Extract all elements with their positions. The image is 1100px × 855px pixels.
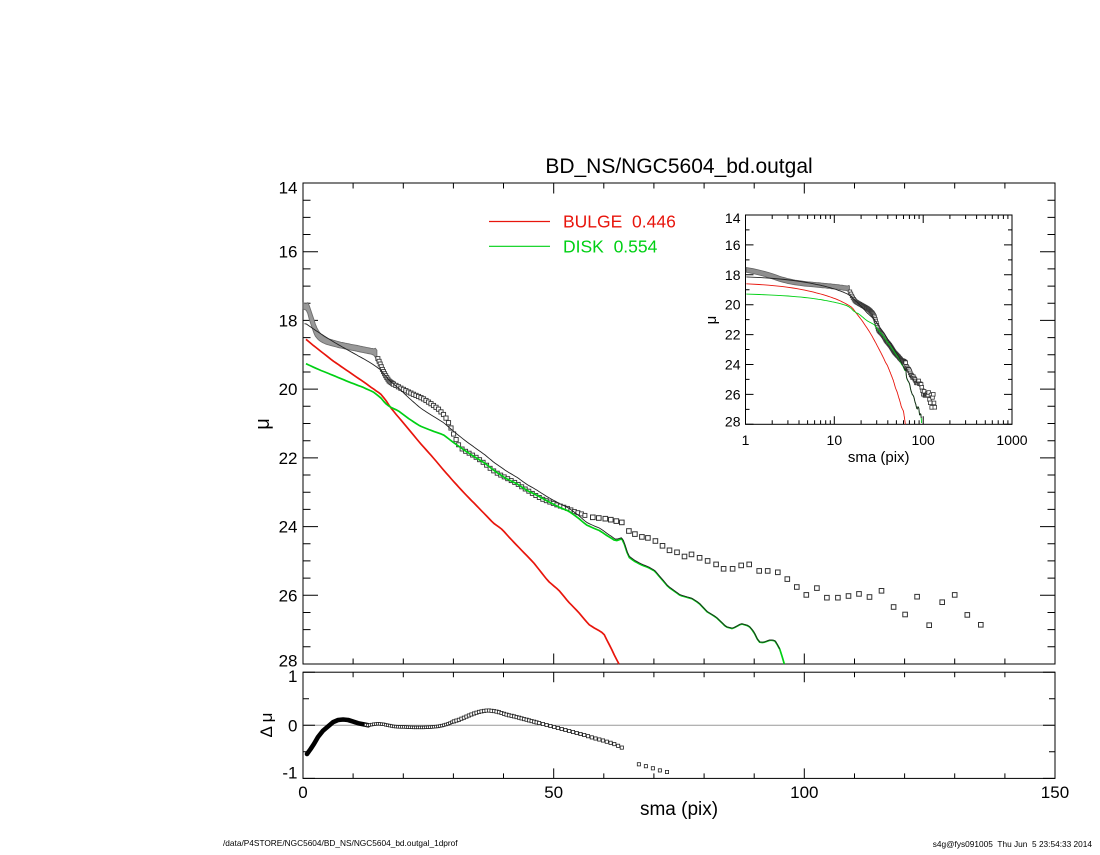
svg-text:sma (pix): sma (pix) <box>848 449 910 466</box>
svg-text:μ: μ <box>252 418 274 430</box>
svg-text:Δ μ: Δ μ <box>257 713 276 738</box>
svg-text:DISK 0.554: DISK 0.554 <box>563 236 658 256</box>
svg-text:26: 26 <box>725 386 741 402</box>
svg-text:22: 22 <box>279 449 298 468</box>
svg-text:100: 100 <box>790 783 818 802</box>
svg-text:26: 26 <box>279 586 298 605</box>
svg-text:20: 20 <box>725 297 741 313</box>
svg-text:1: 1 <box>288 667 297 686</box>
svg-text:24: 24 <box>725 357 741 373</box>
svg-text:20: 20 <box>279 380 298 399</box>
svg-text:150: 150 <box>1041 783 1069 802</box>
svg-text:14: 14 <box>725 210 741 226</box>
svg-text:18: 18 <box>279 311 298 330</box>
svg-text:s4g@fys091005 Thu Jun 5 23:5: s4g@fys091005 Thu Jun 5 23:54:33 2014 <box>933 839 1093 849</box>
svg-text:1000: 1000 <box>996 432 1027 448</box>
svg-text:28: 28 <box>725 413 741 429</box>
svg-text:18: 18 <box>725 267 741 283</box>
svg-text:sma (pix): sma (pix) <box>640 799 718 820</box>
svg-text:100: 100 <box>911 432 935 448</box>
svg-text:22: 22 <box>725 327 741 343</box>
svg-text:-1: -1 <box>282 763 297 782</box>
svg-text:1: 1 <box>742 432 750 448</box>
svg-text:24: 24 <box>279 518 298 537</box>
svg-text:28: 28 <box>279 652 298 671</box>
svg-text:16: 16 <box>279 243 298 262</box>
svg-text:BD_NS/NGC5604_bd.outgal: BD_NS/NGC5604_bd.outgal <box>545 155 812 178</box>
svg-text:50: 50 <box>544 783 563 802</box>
svg-text:10: 10 <box>827 432 843 448</box>
svg-text:0: 0 <box>298 783 307 802</box>
svg-text:14: 14 <box>279 179 298 198</box>
svg-text:BULGE 0.446: BULGE 0.446 <box>563 212 676 232</box>
svg-text:0: 0 <box>288 716 297 735</box>
svg-text:16: 16 <box>725 237 741 253</box>
svg-text:/data/P4STORE/NGC5604/BD_NS/NG: /data/P4STORE/NGC5604/BD_NS/NGC5604_bd.o… <box>223 838 458 848</box>
svg-text:μ: μ <box>703 316 720 325</box>
